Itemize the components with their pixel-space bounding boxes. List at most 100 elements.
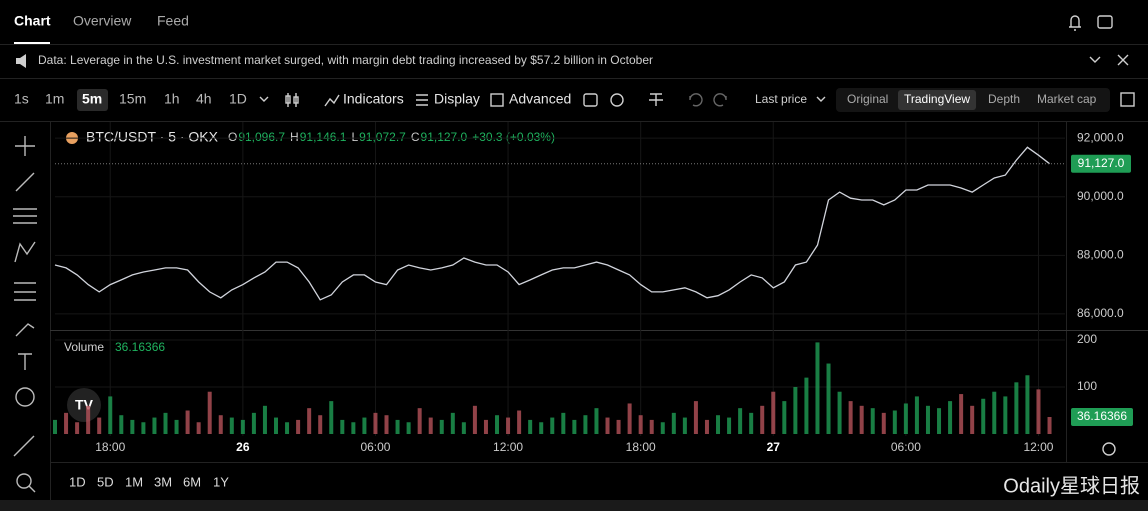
range-button[interactable]: 6M [183,474,201,489]
axis-settings[interactable] [1102,442,1116,456]
display-icon[interactable] [416,94,428,106]
volume-bar [196,422,201,434]
volume-bar [274,417,279,434]
volume-bar [616,419,621,434]
volume-bar [119,415,124,434]
ohlc-key: H [290,130,299,144]
dropdown-icon[interactable] [816,96,826,102]
view-option[interactable]: Depth [988,92,1020,106]
y-tick-label: 86,000.0 [1077,306,1124,320]
volume-label: Volume [64,340,104,354]
tv-logo [67,388,101,422]
volume-bar [815,342,820,434]
toolbar-item[interactable]: Display [434,91,480,107]
volume-bar [859,405,864,434]
toolbar-item[interactable]: Advanced [509,91,571,107]
volume-bar [925,405,930,434]
volume-bar [450,412,455,434]
collapse-notice[interactable] [1089,56,1101,63]
nav-tab[interactable]: Overview [73,13,132,29]
volume-value: 36.16366 [115,340,165,354]
volume-bar [130,419,135,434]
view-option[interactable]: Market cap [1037,92,1097,106]
interval[interactable]: 1D [229,91,247,107]
volume-bar [97,417,102,434]
symbol: BTC/USDT · 5 · OKX [86,129,219,145]
volume-bar [892,410,897,434]
x-tick-label: 18:00 [626,440,656,454]
volume-bar [528,419,533,434]
volume-tick-label: 200 [1077,332,1097,346]
toolbar-item[interactable]: Indicators [343,91,404,107]
y-tick-label: 88,000.0 [1077,247,1124,261]
volume-bar [318,415,323,434]
interval[interactable]: 15m [119,91,146,107]
nav-tab[interactable]: Feed [157,13,189,29]
nav-tab[interactable]: Chart [14,13,51,29]
volume-bar [75,422,80,434]
indicators-icon[interactable] [324,94,340,107]
ohlc-value: 91,146.1 [300,130,347,144]
volume-bar [185,410,190,434]
compare-icon[interactable] [649,93,663,106]
volume-bar [218,415,223,434]
volume-bar [262,405,267,434]
volume-bar [439,419,444,434]
volume-bar [141,422,146,434]
interval[interactable]: 4h [196,91,212,107]
volume-bar [870,408,875,434]
range-button[interactable]: 1D [69,474,86,489]
close-notice[interactable] [1117,54,1129,66]
volume-bar [64,412,69,434]
volume-bar [594,408,599,434]
view-option[interactable]: TradingView [904,92,970,106]
volume-bar [572,419,577,434]
volume-bar [704,419,709,434]
interval[interactable]: 1s [14,91,29,107]
volume-bar [351,422,356,434]
volume-bar [428,417,433,434]
volume-bar [285,422,290,434]
volume-bar [970,405,975,434]
candle-type-icon[interactable] [285,93,299,107]
range-button[interactable]: 1M [125,474,143,489]
dropdown-icon[interactable] [259,96,269,102]
volume-bar [627,403,632,434]
settings-icon[interactable] [610,93,624,107]
undo-icon[interactable] [689,93,703,107]
interval[interactable]: 5m [82,91,102,107]
drawing-tools[interactable] [13,136,37,493]
redo-icon[interactable] [713,93,727,107]
y-tick-label: 92,000.0 [1077,130,1124,144]
volume-bar [495,415,500,434]
x-tick-label: 27 [767,440,781,454]
volume-badge-label: 36.16366 [1077,409,1127,423]
template-icon[interactable] [583,93,598,107]
volume-bar [1036,389,1041,434]
volume-bar [296,419,301,434]
volume-bar [682,417,687,434]
volume-bar [914,396,919,434]
volume-bar [1047,417,1052,434]
interval[interactable]: 1m [45,91,64,107]
layout-icon[interactable] [1097,15,1113,29]
volume-bar [782,401,787,434]
volume-bar [981,398,986,434]
volume-bar [329,401,334,434]
volume-bar [362,417,367,434]
volume-bar [1025,375,1030,434]
volume-bar [848,401,853,434]
view-option[interactable]: Original [847,92,888,106]
alert-icon[interactable] [1069,15,1081,31]
range-button[interactable]: 3M [154,474,172,489]
price-line [54,146,1050,301]
volume-bar [229,417,234,434]
view-active [898,90,977,110]
fullscreen-icon[interactable] [1120,92,1135,107]
advanced-icon[interactable] [490,93,504,107]
range-button[interactable]: 1Y [213,474,229,489]
interval[interactable]: 1h [164,91,180,107]
range-button[interactable]: 5D [97,474,114,489]
price-type[interactable]: Last price [755,92,807,106]
